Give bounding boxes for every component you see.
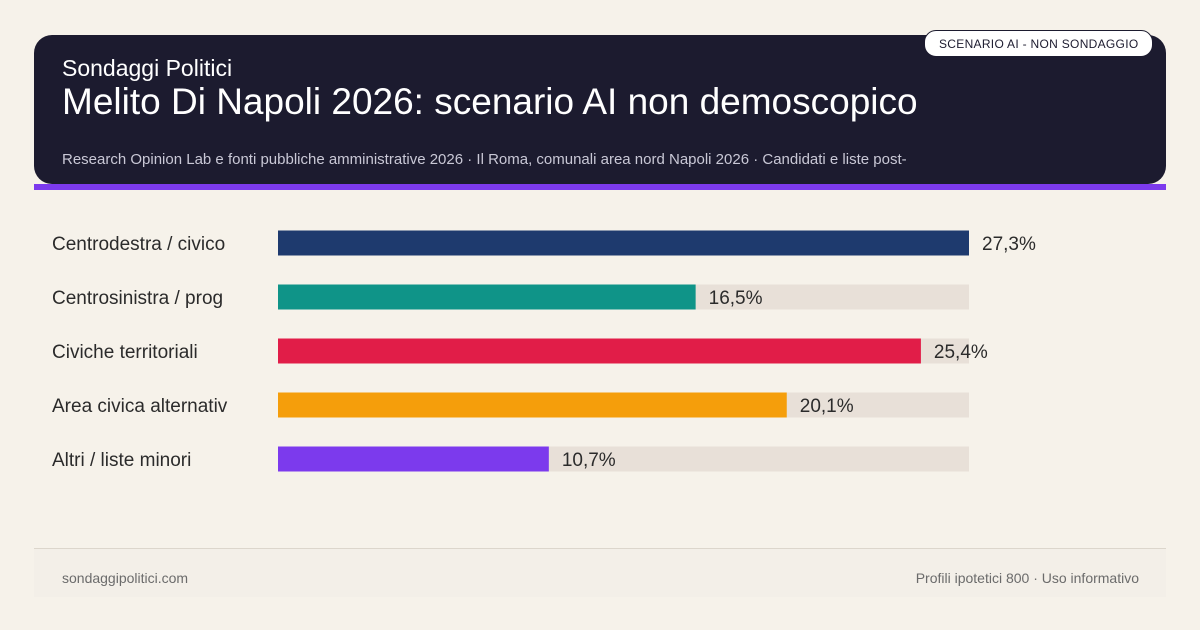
value-label: 10,7%	[562, 450, 616, 471]
accent-divider	[34, 184, 1166, 190]
brand-name: Sondaggi Politici	[62, 55, 233, 81]
source-line: Research Opinion Lab e fonti pubbliche a…	[62, 151, 907, 168]
value-label: 16,5%	[709, 288, 763, 309]
bar	[278, 446, 549, 472]
category-label: Area civica alternativ	[52, 396, 228, 417]
header-panel: Sondaggi Politici Melito Di Napoli 2026:…	[34, 35, 1166, 184]
bar	[278, 338, 921, 364]
scenario-badge: SCENARIO AI - NON SONDAGGIO	[924, 30, 1154, 57]
footer-site[interactable]: sondaggipolitici.com	[62, 570, 189, 586]
bar	[278, 392, 787, 418]
bar	[278, 230, 969, 256]
category-label: Civiche territoriali	[52, 342, 198, 363]
bar-chart: Centrodestra / civico 27,3% Centrosinistra…	[52, 230, 1036, 472]
value-label: 27,3%	[982, 234, 1036, 255]
page-title: Melito Di Napoli 2026: scenario AI non d…	[62, 81, 918, 122]
category-label: Altri / liste minori	[52, 450, 191, 471]
footer-note: Profili ipotetici 800 · Uso informativo	[915, 570, 1139, 586]
category-label: Centrodestra / civico	[52, 234, 225, 255]
category-label: Centrosinistra / prog	[52, 288, 223, 309]
bar	[278, 284, 696, 310]
value-label: 20,1%	[800, 396, 854, 417]
footer: sondaggipolitici.com Profili ipotetici 8…	[34, 548, 1166, 597]
value-label: 25,4%	[934, 342, 988, 363]
